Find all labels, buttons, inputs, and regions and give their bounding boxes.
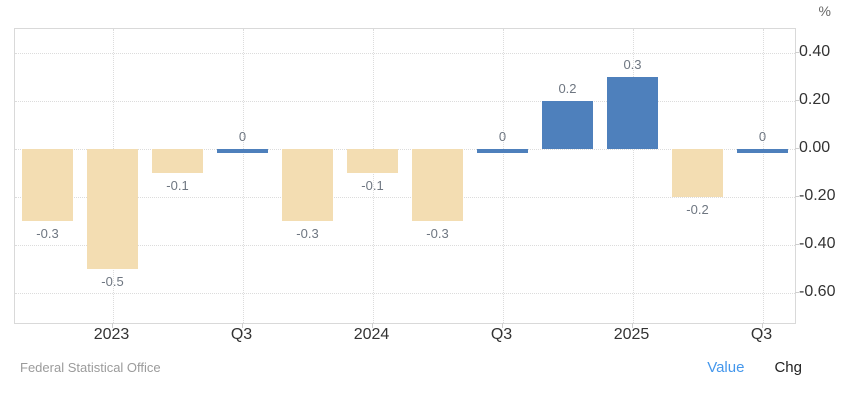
x-tick-mark <box>371 323 373 328</box>
x-tick-label: Q3 <box>230 326 253 343</box>
y-tick-label: 0.00 <box>799 139 831 156</box>
bar[interactable] <box>152 149 203 173</box>
bar[interactable] <box>22 149 73 221</box>
value-link[interactable]: Value <box>707 359 745 376</box>
bar-value-label: 0 <box>238 129 247 144</box>
y-tick-mark <box>795 100 799 101</box>
v-gridline <box>762 29 764 323</box>
plot-area: -0.3 -0.5 -0.1 0 -0.3 -0.1 -0.3 0 0.2 0.3 -0.2 0 <box>14 28 796 324</box>
bar[interactable] <box>282 149 333 221</box>
x-tick-label: Q3 <box>490 326 513 343</box>
bar-value-label: 0 <box>498 129 507 144</box>
x-tick-mark <box>111 323 113 328</box>
y-tick-label: 0.40 <box>799 43 831 60</box>
x-tick-mark <box>241 323 243 328</box>
bar[interactable] <box>412 149 463 221</box>
v-gridline <box>632 29 634 323</box>
h-gridline <box>15 149 795 150</box>
y-tick-mark <box>795 292 799 293</box>
bar[interactable] <box>542 101 593 149</box>
bar-value-label: -0.3 <box>426 226 449 241</box>
y-tick-mark <box>795 196 799 197</box>
chg-link[interactable]: Chg <box>774 359 802 376</box>
v-gridline <box>242 29 244 323</box>
y-tick-label: -0.40 <box>799 235 836 252</box>
bar[interactable] <box>347 149 398 173</box>
y-tick-label: 0.20 <box>799 91 831 108</box>
y-axis-unit-label: % <box>818 3 831 19</box>
y-tick-label: -0.20 <box>799 187 836 204</box>
x-tick-mark <box>761 323 763 328</box>
bar-value-label: 0.2 <box>558 81 577 96</box>
x-tick-label: 2025 <box>613 326 650 343</box>
bar[interactable] <box>87 149 138 269</box>
bar-value-label: -0.1 <box>166 178 189 193</box>
bar[interactable] <box>672 149 723 197</box>
bar[interactable] <box>217 149 268 153</box>
bar-value-label: 0 <box>758 129 767 144</box>
bar-value-label: -0.5 <box>101 274 124 289</box>
v-gridline <box>502 29 504 323</box>
x-tick-label: Q3 <box>750 326 773 343</box>
x-tick-mark <box>501 323 503 328</box>
y-tick-mark <box>795 52 799 53</box>
h-gridline <box>15 197 795 198</box>
source-label: Federal Statistical Office <box>20 360 161 375</box>
bar-value-label: -0.3 <box>36 226 59 241</box>
bar[interactable] <box>477 149 528 153</box>
bar[interactable] <box>607 77 658 149</box>
bar[interactable] <box>737 149 788 153</box>
bar-value-label: -0.2 <box>686 202 709 217</box>
v-gridline <box>372 29 374 323</box>
h-gridline <box>15 245 795 246</box>
x-tick-mark <box>631 323 633 328</box>
h-gridline <box>15 293 795 294</box>
x-tick-label: 2023 <box>93 326 130 343</box>
y-tick-mark <box>795 148 799 149</box>
y-tick-mark <box>795 244 799 245</box>
bar-value-label: -0.1 <box>361 178 384 193</box>
y-tick-label: -0.60 <box>799 283 836 300</box>
h-gridline <box>15 53 795 54</box>
footer-links: Value Chg <box>707 359 802 376</box>
h-gridline <box>15 101 795 102</box>
x-tick-label: 2024 <box>353 326 390 343</box>
bar-value-label: -0.3 <box>296 226 319 241</box>
bar-value-label: 0.3 <box>623 57 642 72</box>
